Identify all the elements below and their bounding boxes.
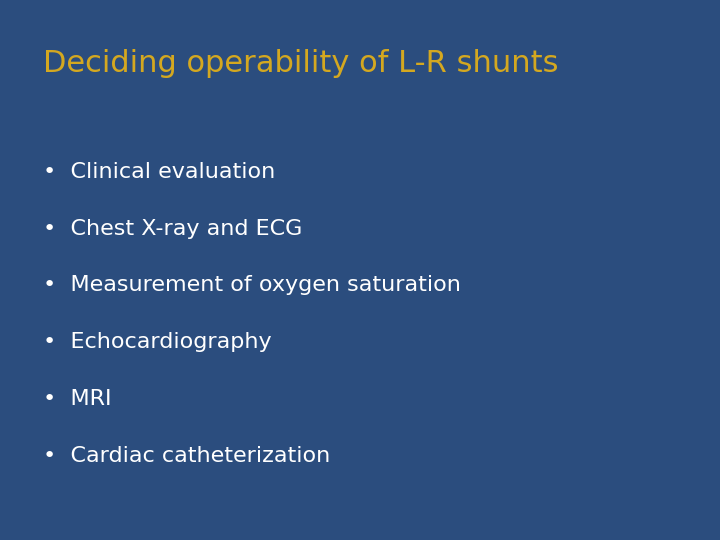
Text: Deciding operability of L-R shunts: Deciding operability of L-R shunts xyxy=(43,49,559,78)
Text: •  Chest X-ray and ECG: • Chest X-ray and ECG xyxy=(43,219,302,239)
Text: •  Clinical evaluation: • Clinical evaluation xyxy=(43,162,276,182)
Text: •  Cardiac catheterization: • Cardiac catheterization xyxy=(43,446,330,465)
Text: •  MRI: • MRI xyxy=(43,389,112,409)
Text: •  Measurement of oxygen saturation: • Measurement of oxygen saturation xyxy=(43,275,461,295)
Text: •  Echocardiography: • Echocardiography xyxy=(43,332,272,352)
